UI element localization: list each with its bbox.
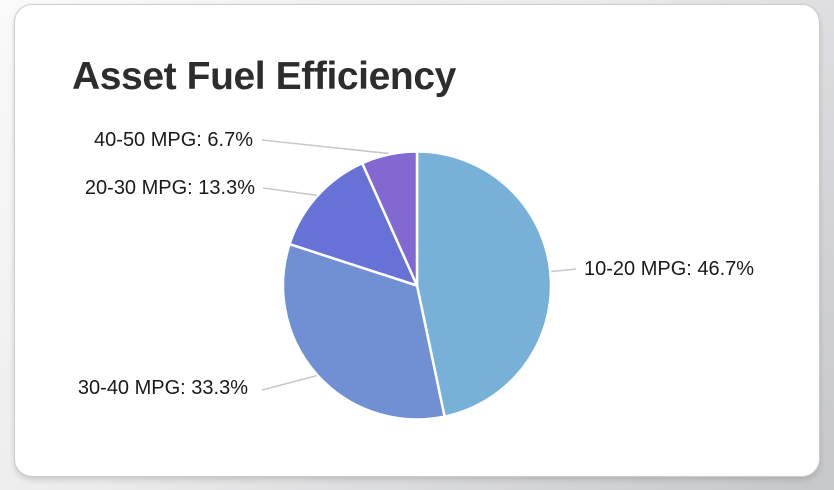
leader-line-30-40-mpg <box>261 374 317 391</box>
slice-label-10-20-mpg: 10-20 MPG: 46.7% <box>584 258 755 280</box>
leader-line-40-50-mpg <box>261 139 389 155</box>
slice-label-40-50-mpg: 40-50 MPG: 6.7% <box>94 129 253 151</box>
chart-title: Asset Fuel Efficiency <box>72 55 456 98</box>
pie-slice-20-30-mpg[interactable] <box>288 161 419 287</box>
leader-line-10-20-mpg <box>551 268 577 273</box>
slice-label-30-40-mpg: 30-40 MPG: 33.3% <box>77 377 248 399</box>
pie-slice-30-40-mpg[interactable] <box>281 242 446 421</box>
leader-line-20-30-mpg <box>262 187 317 197</box>
slice-label-20-30-mpg: 20-30 MPG: 13.3% <box>84 177 255 199</box>
pie-slice-10-20-mpg[interactable] <box>415 150 553 418</box>
pie-slice-40-50-mpg[interactable] <box>360 150 419 287</box>
